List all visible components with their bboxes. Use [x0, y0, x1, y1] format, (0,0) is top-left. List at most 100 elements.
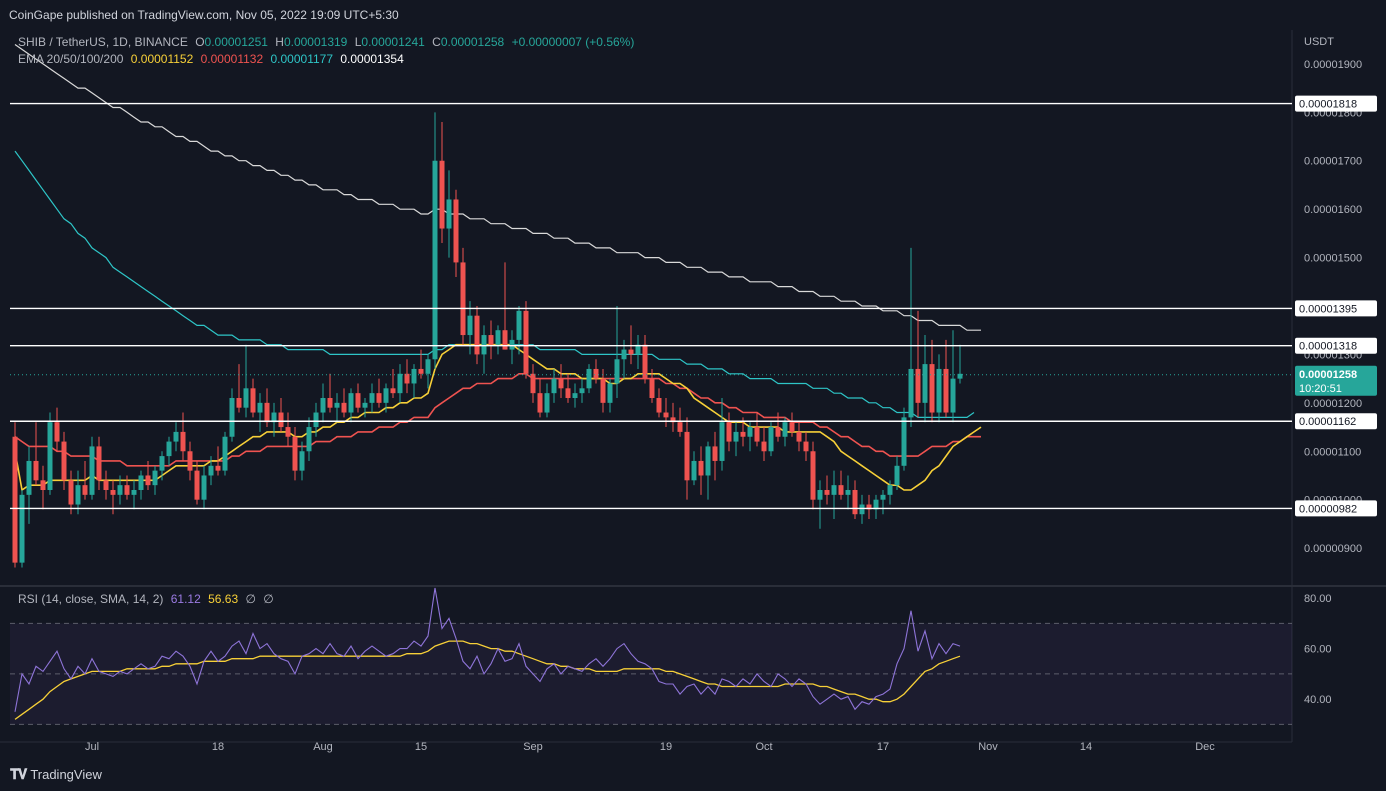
brand-label: TradingView	[30, 767, 102, 782]
candle-body	[26, 460, 32, 495]
candle-body	[621, 349, 627, 360]
time-tick-label: Aug	[313, 741, 333, 753]
rsi-tick-label: 40.00	[1304, 694, 1332, 706]
candle-body	[208, 465, 214, 476]
candle-body	[670, 417, 676, 423]
price-tick-label: 0.00001900	[1304, 59, 1362, 71]
candle-body	[75, 485, 81, 505]
time-tick-label: 14	[1080, 741, 1092, 753]
candle-body	[635, 344, 641, 355]
candle-body	[138, 475, 144, 490]
candle-body	[194, 470, 200, 500]
candle-body	[299, 451, 305, 471]
rsi-sma-value: 56.63	[208, 592, 239, 606]
candle-body	[684, 431, 690, 481]
candle-body	[530, 373, 536, 394]
candle-body	[369, 393, 375, 403]
candle-body	[838, 485, 844, 495]
candle-body	[152, 470, 158, 486]
candle-body	[439, 160, 445, 229]
candle-body	[943, 368, 949, 413]
candle-body	[222, 436, 228, 471]
ema-label[interactable]: EMA 20/50/100/200	[18, 52, 124, 66]
candle-body	[82, 485, 88, 495]
change-value: +0.00000007 (+0.56%)	[511, 35, 635, 49]
candle-body	[607, 383, 613, 403]
open-label: O	[195, 35, 205, 49]
rsi-null-1: ∅	[245, 592, 256, 606]
candle-body	[866, 504, 872, 510]
rsi-tick-label: 80.00	[1304, 593, 1332, 605]
candle-body	[495, 330, 501, 345]
candle-body	[642, 344, 648, 379]
ema100-value: 0.00001177	[270, 52, 333, 66]
candle-body	[313, 412, 319, 428]
candle-body	[257, 402, 263, 413]
candle-body	[243, 388, 249, 408]
price-tick-label: 0.00001100	[1304, 446, 1361, 458]
published-caption: CoinGape published on TradingView.com, N…	[9, 8, 399, 22]
candle-body	[341, 402, 347, 413]
low-label: L	[354, 35, 362, 49]
candle-body	[187, 451, 193, 471]
price-tick-label: 0.00001200	[1304, 398, 1362, 410]
candle-body	[117, 485, 123, 495]
candle-body	[467, 315, 473, 336]
time-tick-label: Nov	[978, 741, 998, 753]
candle-body	[817, 490, 823, 500]
candle-body	[201, 475, 207, 500]
ema20-value: 0.00001152	[130, 52, 194, 66]
candle-body	[663, 412, 669, 418]
candle-body	[796, 431, 802, 442]
candle-body	[278, 412, 284, 428]
candle-body	[894, 465, 900, 486]
rsi-line	[14, 587, 961, 712]
footer-bar: 𝐓𝐕 TradingView	[0, 760, 1386, 791]
candle-body	[628, 349, 634, 355]
candle-body	[782, 422, 788, 437]
candle-body	[551, 378, 557, 394]
level-label: 0.00000982	[1299, 503, 1357, 515]
candle-body	[47, 422, 53, 490]
candle-body	[432, 160, 438, 360]
low-value: 0.00001241	[361, 35, 425, 49]
candle-body	[726, 422, 732, 442]
symbol-label[interactable]: SHIB / TetherUS, 1D, BINANCE	[18, 35, 188, 49]
candle-body	[271, 412, 277, 423]
candle-body	[775, 427, 781, 437]
candle-body	[677, 422, 683, 432]
price-tick-label: 0.00001700	[1304, 156, 1362, 168]
candle-body	[698, 460, 704, 476]
tradingview-brand[interactable]: 𝐓𝐕 TradingView	[10, 766, 102, 783]
candle-body	[453, 199, 459, 263]
candle-body	[61, 441, 67, 481]
level-label-box	[1295, 300, 1377, 317]
time-tick-label: Dec	[1195, 741, 1215, 753]
open-value: 0.00001251	[204, 35, 268, 49]
candle-body	[348, 393, 354, 413]
candle-body	[362, 402, 368, 408]
candle-body	[810, 451, 816, 500]
rsi-tick-label: 60.00	[1304, 644, 1332, 656]
high-value: 0.00001319	[283, 35, 348, 49]
candle-body	[733, 431, 739, 442]
candle-body	[460, 262, 466, 336]
rsi-null-2: ∅	[263, 592, 274, 606]
candle-body	[54, 422, 60, 442]
price-tick-label: 0.00001600	[1304, 204, 1362, 216]
rsi-label[interactable]: RSI (14, close, SMA, 14, 2)	[18, 592, 164, 606]
close-label: C	[432, 35, 441, 49]
time-tick-label: 17	[877, 741, 889, 753]
candle-body	[523, 310, 529, 374]
rsi-legend: RSI (14, close, SMA, 14, 2) 61.12 56.63 …	[18, 592, 278, 606]
time-tick-label: Jul	[85, 741, 99, 753]
candle-body	[901, 417, 907, 466]
candle-body	[355, 393, 361, 408]
candle-body	[803, 441, 809, 452]
candle-body	[852, 490, 858, 515]
candle-body	[719, 422, 725, 461]
candle-body	[229, 398, 235, 437]
candle-body	[929, 364, 935, 413]
candle-body	[516, 310, 522, 340]
chart-canvas[interactable]: USDT0.000009000.000010000.000011000.0000…	[0, 0, 1386, 760]
